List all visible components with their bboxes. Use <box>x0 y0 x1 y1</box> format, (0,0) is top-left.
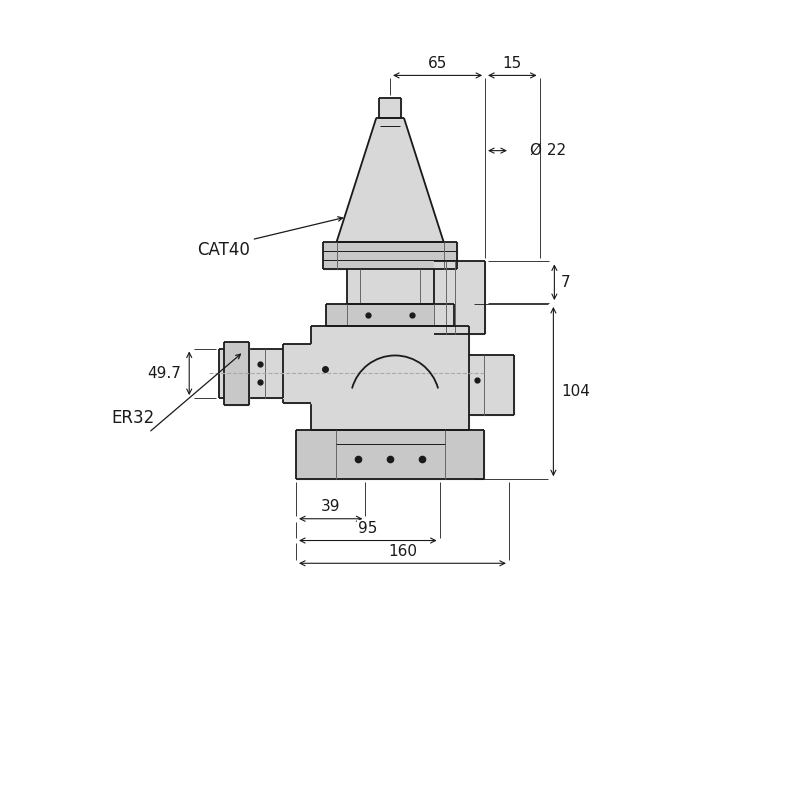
Text: 104: 104 <box>562 384 590 399</box>
Polygon shape <box>326 304 454 326</box>
Polygon shape <box>283 343 311 403</box>
Polygon shape <box>219 349 283 398</box>
Polygon shape <box>434 262 485 334</box>
Polygon shape <box>296 430 484 479</box>
Text: 95: 95 <box>358 521 378 536</box>
Text: ER32: ER32 <box>111 409 154 427</box>
Polygon shape <box>379 98 401 118</box>
Polygon shape <box>224 342 249 405</box>
Polygon shape <box>323 242 458 270</box>
Polygon shape <box>346 270 434 304</box>
Text: 65: 65 <box>428 56 447 71</box>
Polygon shape <box>337 118 443 242</box>
Text: 49.7: 49.7 <box>147 366 182 381</box>
Text: CAT40: CAT40 <box>197 241 250 258</box>
Text: 160: 160 <box>388 544 417 559</box>
Text: 39: 39 <box>321 499 341 514</box>
Text: Ø 22: Ø 22 <box>530 143 566 158</box>
Polygon shape <box>311 326 470 430</box>
Text: 7: 7 <box>560 274 570 290</box>
Polygon shape <box>470 355 514 415</box>
Text: 15: 15 <box>502 56 522 71</box>
